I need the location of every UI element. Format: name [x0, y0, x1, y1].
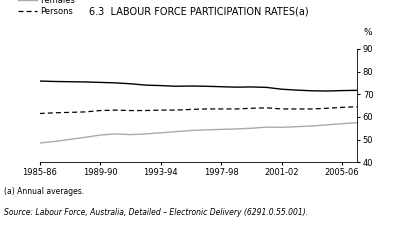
Legend: Males, Females, Persons: Males, Females, Persons [18, 0, 75, 16]
Text: (a) Annual averages.: (a) Annual averages. [4, 187, 84, 196]
Text: 6.3  LABOUR FORCE PARTICIPATION RATES(a): 6.3 LABOUR FORCE PARTICIPATION RATES(a) [89, 7, 308, 17]
Text: Source: Labour Force, Australia, Detailed – Electronic Delivery (6291.0.55.001).: Source: Labour Force, Australia, Detaile… [4, 208, 308, 217]
Text: %: % [363, 28, 372, 37]
